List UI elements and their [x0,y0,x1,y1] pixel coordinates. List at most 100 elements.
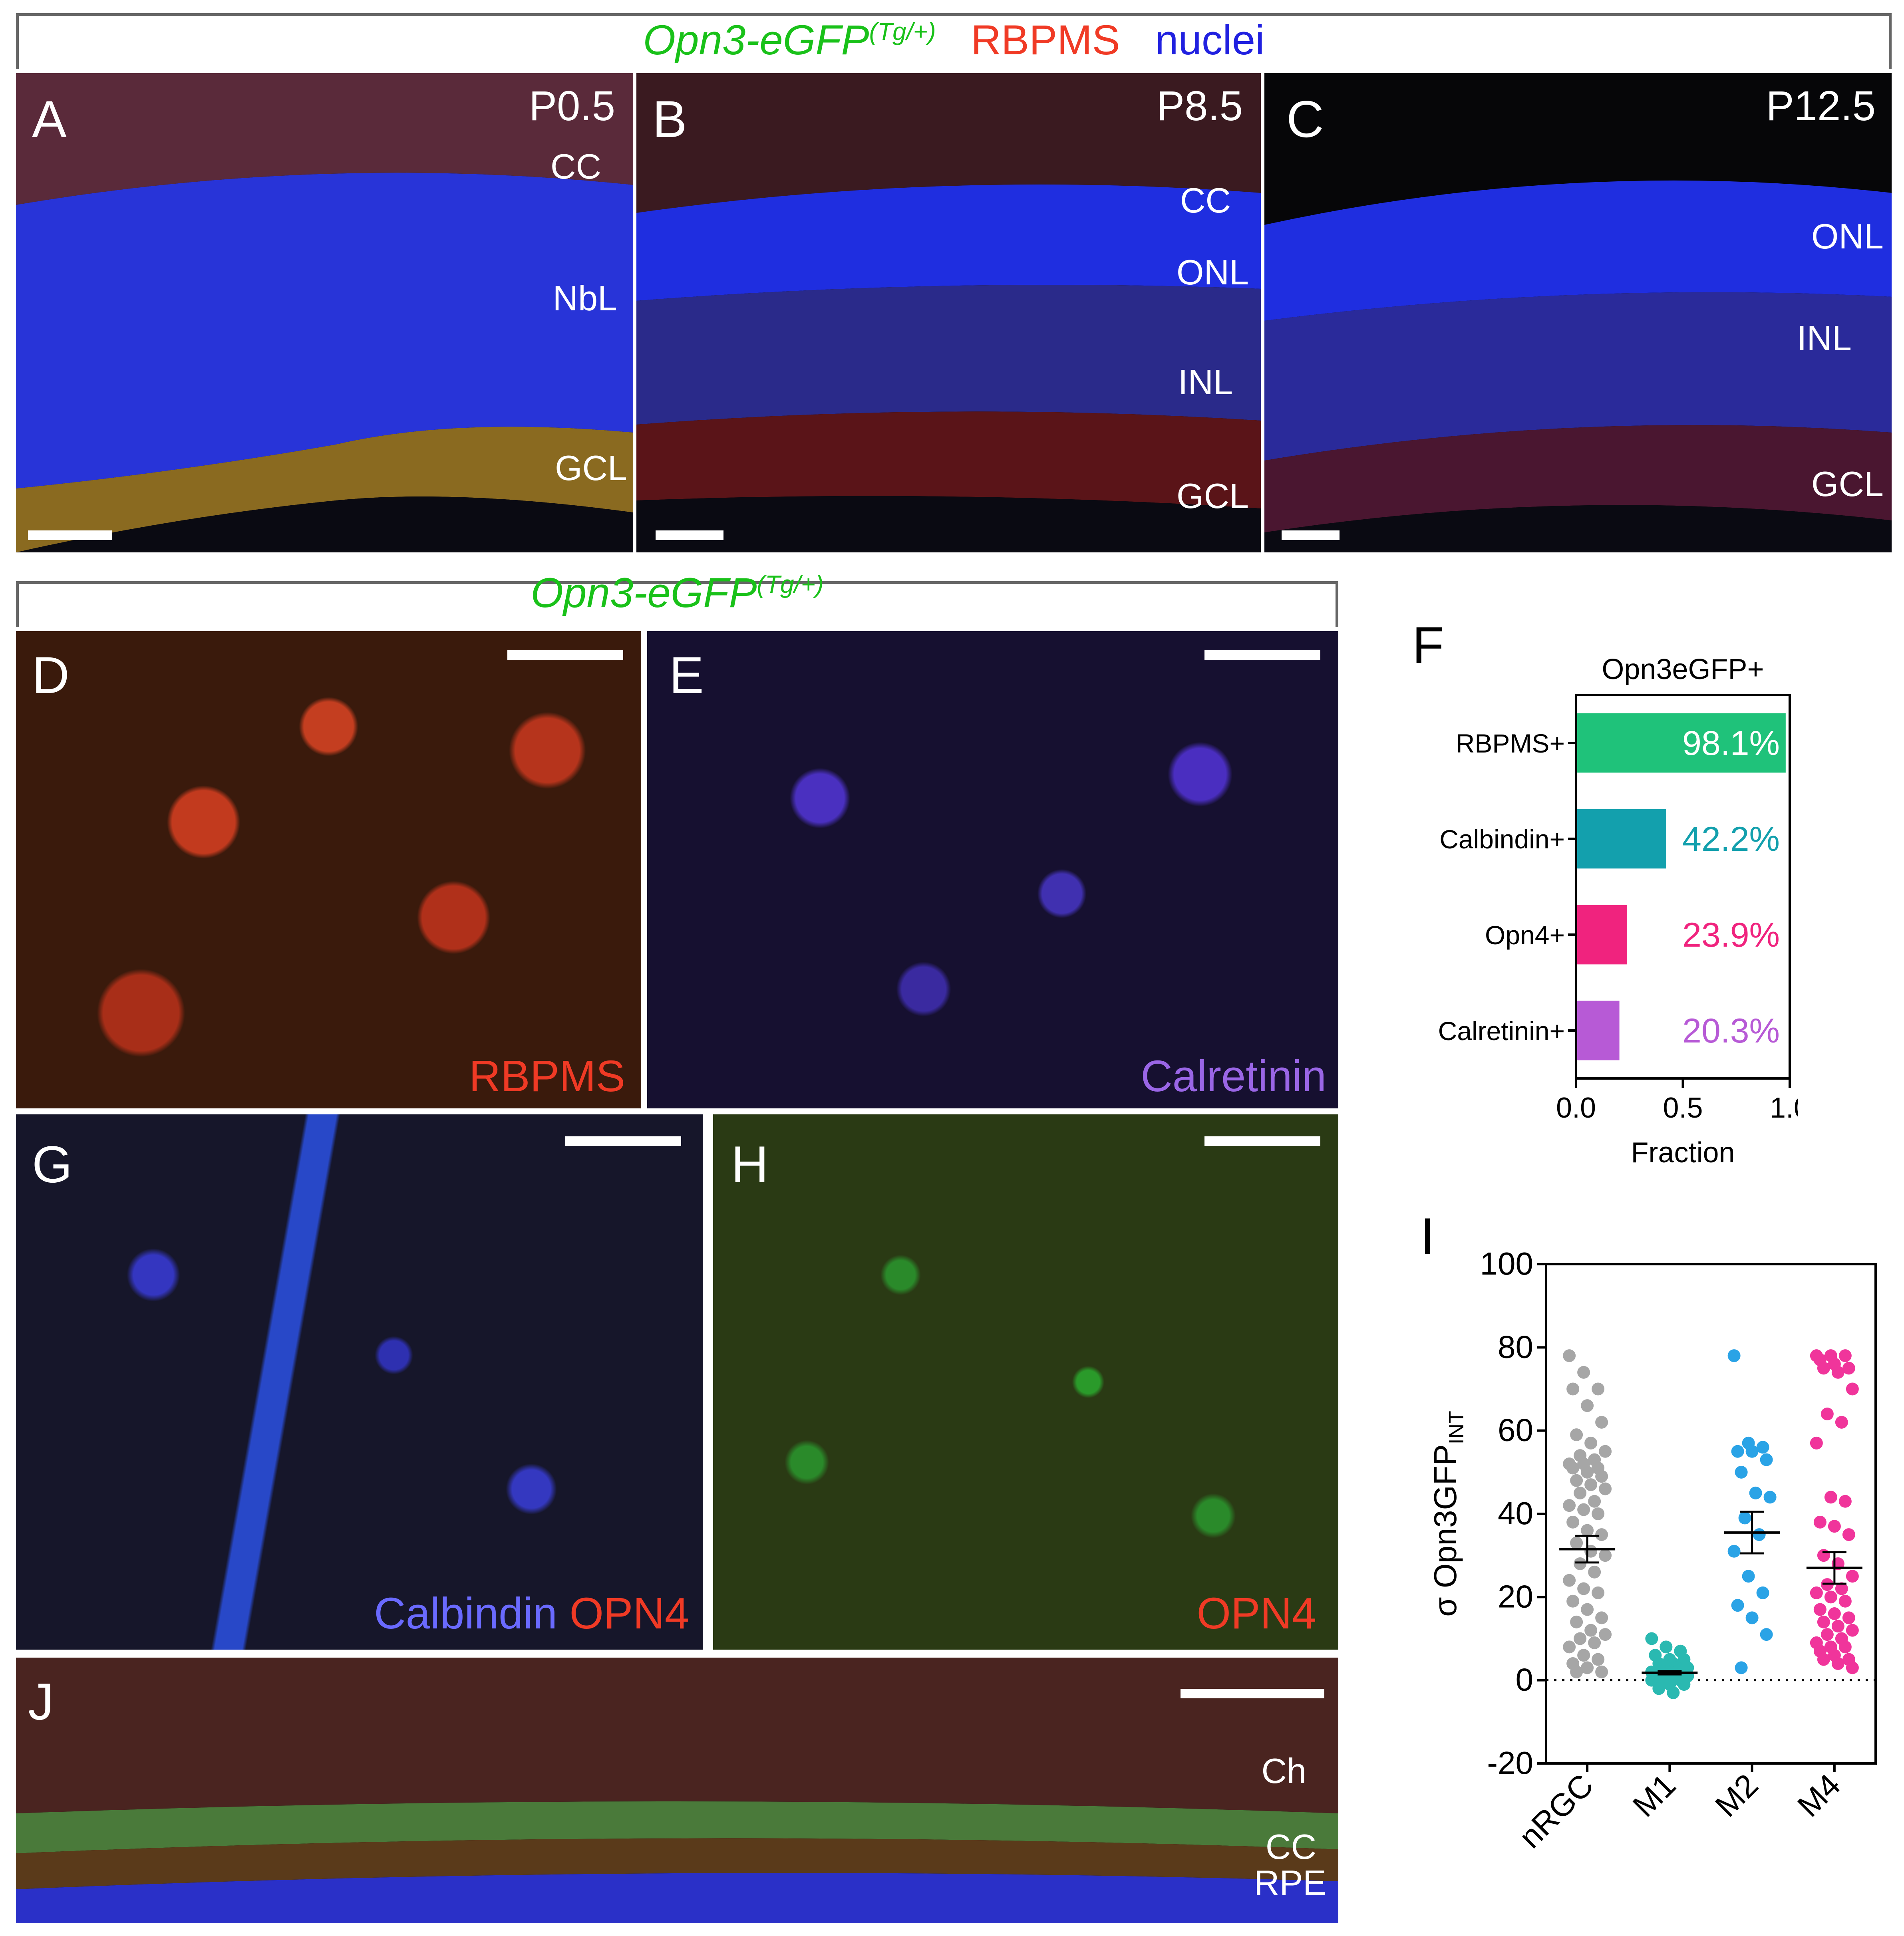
bar-2 [1577,809,1666,869]
data-point-m4 [1835,1582,1848,1595]
panel-i-ylabel: σ Opn3GFPINT [1427,1411,1468,1617]
panel-g-scale-bar [565,1136,681,1146]
top-header: Opn3-eGFP(Tg/+) RBPMS nuclei [16,19,1892,61]
panel-g-marker-opn4: OPN4 [569,1589,689,1638]
panel-c-layer-inl: INL [1797,318,1852,358]
data-point-nrgc [1574,1632,1587,1645]
data-point-m4 [1824,1590,1837,1604]
data-point-m2 [1753,1528,1766,1541]
y-tick-label: 100 [1480,1246,1533,1281]
data-point-nrgc [1581,1603,1594,1616]
panel-j-layer-rpe: RPE [1254,1863,1326,1902]
y-tick-label: 0 [1516,1662,1534,1698]
panel-j-letter: J [28,1672,54,1731]
data-point-nrgc [1599,1628,1612,1641]
data-point-m2 [1731,1445,1744,1458]
data-point-m2 [1731,1599,1744,1612]
data-point-nrgc [1577,1582,1590,1595]
data-point-nrgc [1581,1399,1594,1412]
data-point-nrgc [1563,1349,1576,1362]
data-label: 98.1% [1682,724,1780,762]
data-point-nrgc [1595,1416,1608,1429]
header-gene: Opn3-eGFP [643,17,869,64]
data-point-m2 [1742,1570,1755,1583]
data-point-m4 [1831,1620,1844,1633]
mid-header: Opn3-eGFP(Tg/+) [16,572,1338,614]
header-gene-sup: (Tg/+) [869,18,936,46]
data-point-m2 [1727,1545,1741,1558]
data-point-m4 [1828,1520,1841,1533]
panel-b-age: P8.5 [1157,83,1243,129]
panel-d-scale-bar [507,650,623,660]
data-point-nrgc [1584,1478,1598,1491]
data-point-nrgc [1595,1611,1608,1624]
data-label: 20.3% [1682,1012,1780,1050]
ylabel-sub: INT [1445,1411,1468,1444]
panel-f-xlabel: Fraction [1631,1137,1735,1169]
data-point-m4 [1842,1362,1855,1375]
panel-c-letter: C [1286,90,1324,148]
data-point-m1 [1652,1682,1666,1695]
bar-1 [1577,713,1786,773]
panel-j-scale-bar [1181,1689,1324,1698]
category-label: Calretinin+ [1438,1016,1565,1046]
panel-a-image: A P0.5 CC NbL GCL [16,73,633,552]
panel-d-letter: D [32,646,70,704]
panel-i-letter: I [1420,1207,1435,1265]
data-point-m4 [1828,1607,1841,1620]
data-point-nrgc [1566,1382,1580,1396]
panel-f-chart: Opn3eGFP+ RBPMS+ 98.1% Calbindin+ 42.2% Opn4+… [1438,653,1798,1169]
data-point-m4 [1835,1416,1848,1429]
data-point-m4 [1821,1628,1834,1641]
data-point-nrgc [1592,1586,1605,1599]
panel-e-image: E Calretinin [647,631,1338,1108]
data-point-m1 [1677,1678,1691,1691]
data-point-m4 [1817,1653,1830,1666]
panel-c-image: C P12.5 ONL INL GCL [1264,73,1892,552]
data-point-m4 [1810,1436,1823,1450]
data-point-m1 [1645,1632,1658,1645]
ylabel-main: σ Opn3GFP [1427,1444,1463,1617]
data-point-nrgc [1570,1474,1583,1487]
panel-g-letter: G [32,1135,73,1193]
data-point-nrgc [1581,1465,1594,1479]
panel-a-layer-cc: CC [550,147,601,186]
data-point-m4 [1817,1615,1830,1628]
header-marker-nuclei: nuclei [1155,17,1265,64]
data-point-nrgc [1566,1461,1580,1475]
data-point-nrgc [1595,1665,1608,1678]
data-point-m4 [1817,1362,1830,1375]
data-point-m2 [1738,1511,1751,1525]
mid-header-gene: Opn3-eGFP [531,570,757,616]
data-point-m2 [1735,1661,1748,1674]
panel-b-layer-inl: INL [1178,362,1233,402]
y-tick-label: -20 [1487,1745,1533,1781]
panel-j-layer-ch: Ch [1261,1751,1307,1791]
top-header-bracket [16,13,1892,69]
data-point-nrgc [1592,1382,1605,1396]
data-point-m4 [1810,1586,1823,1599]
data-point-m4 [1846,1570,1859,1583]
panel-b-image: B P8.5 CC ONL INL GCL [636,73,1261,552]
category-label: Opn4+ [1485,920,1565,950]
y-tick-label: 40 [1498,1495,1533,1531]
panel-a-layer-gcl: GCL [555,448,627,488]
data-point-nrgc [1581,1661,1594,1674]
data-point-m4 [1824,1491,1837,1504]
data-point-nrgc [1574,1557,1587,1570]
panel-e-letter: E [669,646,704,704]
data-point-nrgc [1566,1594,1580,1608]
data-point-nrgc [1581,1524,1594,1537]
data-point-nrgc [1584,1624,1598,1637]
data-point-nrgc [1574,1486,1587,1499]
y-tick-label: 20 [1498,1579,1533,1614]
x-tick-label: M2 [1708,1767,1765,1824]
panel-h-scale-bar [1204,1136,1320,1146]
bar-3 [1577,905,1627,965]
panel-e-scale-bar [1204,650,1320,660]
panel-b-layer-gcl: GCL [1177,476,1249,516]
data-point-m4 [1846,1624,1859,1637]
data-point-nrgc [1595,1470,1608,1483]
category-label: RBPMS+ [1456,729,1565,758]
